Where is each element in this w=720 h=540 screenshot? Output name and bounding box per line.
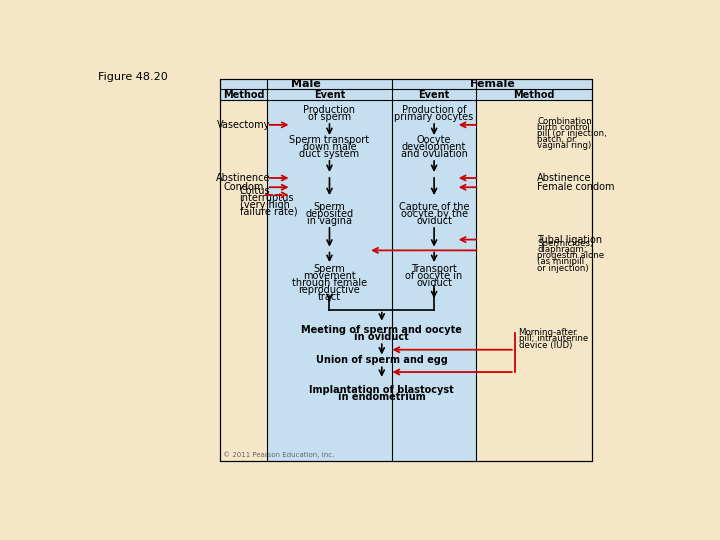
Text: Union of sperm and egg: Union of sperm and egg bbox=[316, 355, 448, 365]
Text: Coitus: Coitus bbox=[240, 186, 270, 196]
Text: in oviduct: in oviduct bbox=[354, 333, 409, 342]
Text: patch, or: patch, or bbox=[537, 135, 576, 144]
Text: in vagina: in vagina bbox=[307, 216, 352, 226]
Text: Abstinence: Abstinence bbox=[537, 173, 592, 183]
Text: deposited: deposited bbox=[305, 209, 354, 219]
Text: © 2011 Pearson Education, Inc.: © 2011 Pearson Education, Inc. bbox=[222, 451, 334, 457]
Text: development: development bbox=[402, 142, 467, 152]
Text: primary oocytes: primary oocytes bbox=[395, 112, 474, 122]
Text: and ovulation: and ovulation bbox=[400, 149, 467, 159]
Text: progestin alone: progestin alone bbox=[537, 251, 604, 260]
Text: Meeting of sperm and oocyte: Meeting of sperm and oocyte bbox=[302, 325, 462, 335]
Text: Transport: Transport bbox=[411, 264, 457, 274]
Bar bbox=[220, 79, 593, 90]
Text: Event: Event bbox=[314, 90, 345, 100]
Bar bbox=[220, 79, 593, 461]
Text: (as minipill: (as minipill bbox=[537, 258, 585, 266]
Text: diaphragm;: diaphragm; bbox=[537, 245, 587, 254]
Text: through female: through female bbox=[292, 278, 367, 288]
Text: Male: Male bbox=[292, 79, 321, 89]
Text: pill (or injection,: pill (or injection, bbox=[537, 129, 607, 138]
Text: of oocyte in: of oocyte in bbox=[405, 271, 463, 281]
Text: Female condom: Female condom bbox=[537, 182, 615, 192]
Text: Method: Method bbox=[513, 90, 555, 100]
Text: (very high: (very high bbox=[240, 200, 289, 210]
Text: tract: tract bbox=[318, 292, 341, 301]
Text: oviduct: oviduct bbox=[416, 216, 452, 226]
Text: Abstinence: Abstinence bbox=[216, 173, 271, 183]
Bar bbox=[220, 79, 593, 461]
Text: Method: Method bbox=[222, 90, 264, 100]
Text: Implantation of blastocyst: Implantation of blastocyst bbox=[310, 384, 454, 395]
Text: Production: Production bbox=[303, 105, 356, 115]
Text: Figure 48.20: Figure 48.20 bbox=[98, 72, 168, 83]
Text: oocyte by the: oocyte by the bbox=[400, 209, 468, 219]
Text: Morning-after: Morning-after bbox=[518, 328, 577, 338]
Text: duct system: duct system bbox=[300, 149, 359, 159]
Text: vaginal ring): vaginal ring) bbox=[537, 141, 591, 150]
Text: Spermicides;: Spermicides; bbox=[537, 239, 593, 248]
Text: pill; intrauterine: pill; intrauterine bbox=[518, 334, 588, 343]
Text: Event: Event bbox=[418, 90, 450, 100]
Text: Production of: Production of bbox=[402, 105, 467, 115]
Text: birth control: birth control bbox=[537, 123, 590, 132]
Text: device (IUD): device (IUD) bbox=[518, 341, 572, 349]
Text: Capture of the: Capture of the bbox=[399, 202, 469, 212]
Text: Sperm: Sperm bbox=[314, 202, 346, 212]
Text: Sperm transport: Sperm transport bbox=[289, 135, 369, 145]
Text: Combination: Combination bbox=[537, 117, 592, 125]
Text: Tubal ligation: Tubal ligation bbox=[537, 234, 603, 245]
Text: or injection): or injection) bbox=[537, 264, 589, 273]
Text: oviduct: oviduct bbox=[416, 278, 452, 288]
Text: interruptus: interruptus bbox=[240, 193, 294, 203]
Text: Vasectomy: Vasectomy bbox=[217, 120, 270, 130]
Text: failure rate): failure rate) bbox=[240, 207, 297, 217]
Bar bbox=[266, 79, 476, 461]
Text: Oocyte: Oocyte bbox=[417, 135, 451, 145]
Text: reproductive: reproductive bbox=[299, 285, 360, 295]
Text: in endometrium: in endometrium bbox=[338, 393, 426, 402]
Text: down male: down male bbox=[302, 142, 356, 152]
Text: of sperm: of sperm bbox=[308, 112, 351, 122]
Text: movement: movement bbox=[303, 271, 356, 281]
Text: Condom: Condom bbox=[223, 182, 264, 192]
Text: Female: Female bbox=[470, 79, 515, 89]
Bar bbox=[220, 90, 593, 100]
Text: Sperm: Sperm bbox=[314, 264, 346, 274]
